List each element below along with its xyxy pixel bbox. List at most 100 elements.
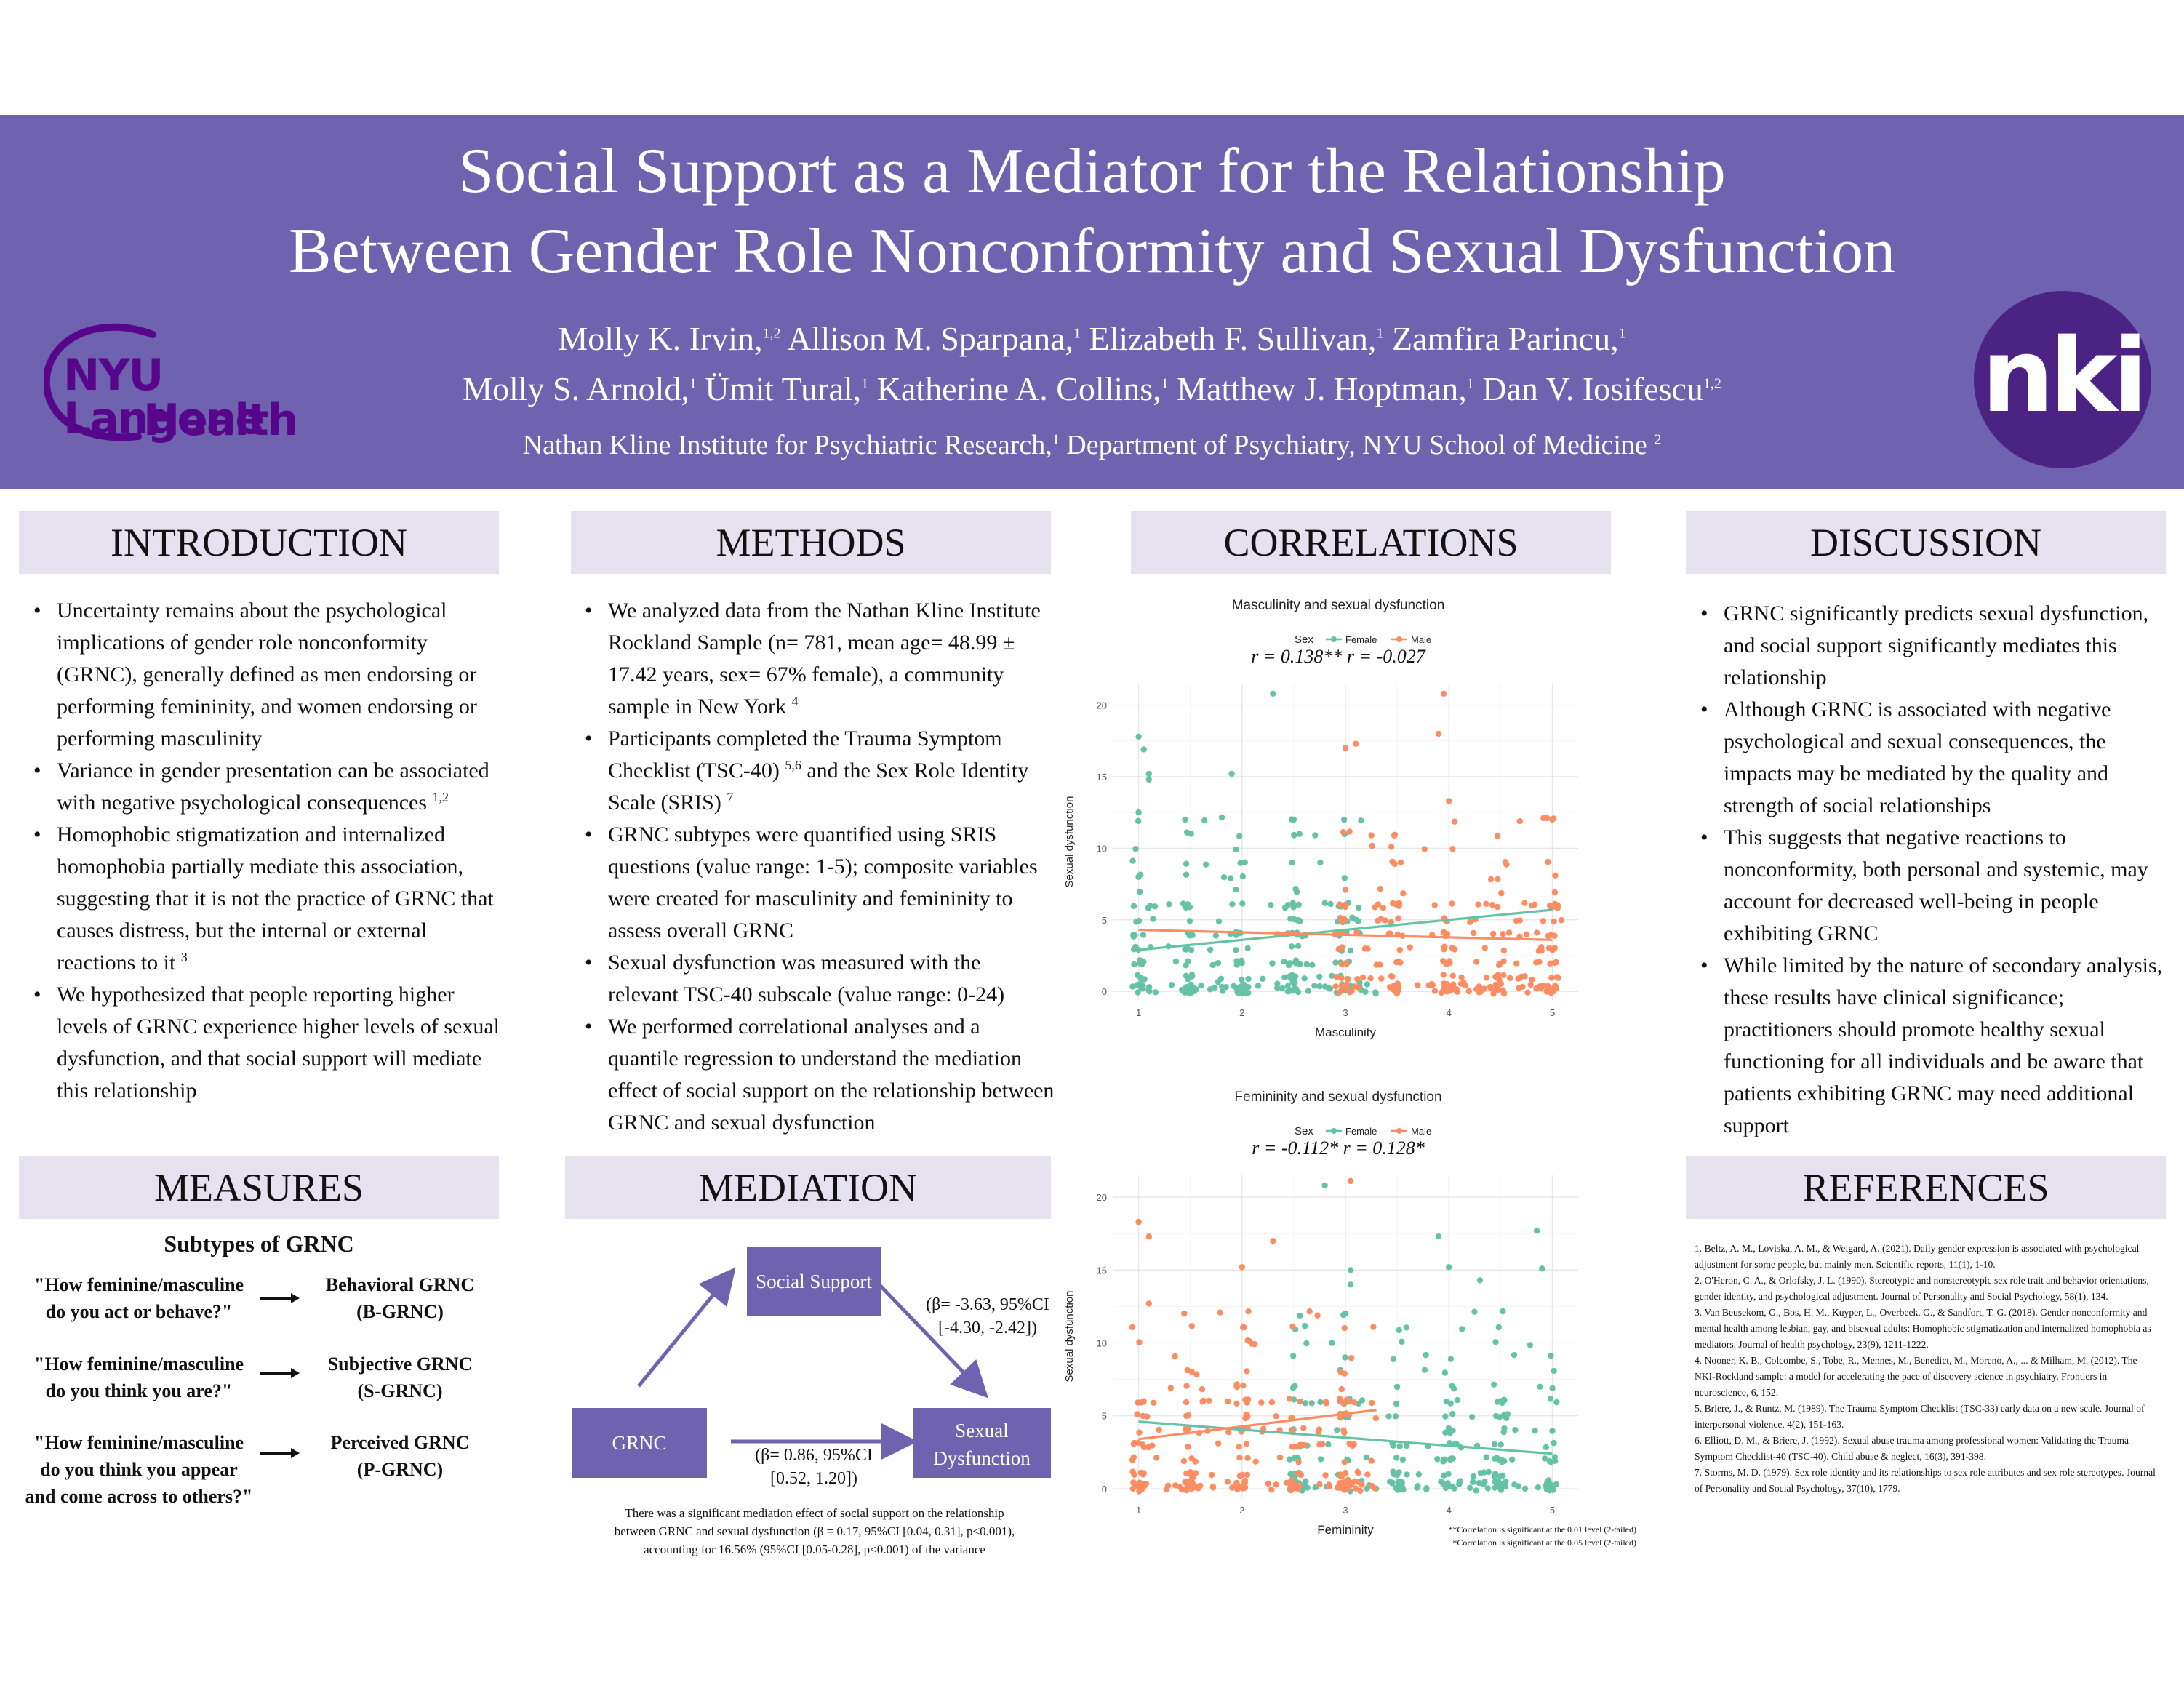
data-point [1164, 1482, 1172, 1489]
data-point [1295, 1459, 1302, 1465]
data-point [1471, 1308, 1478, 1315]
data-point [1467, 919, 1473, 925]
bullet-text: We hypothesized that people reporting hi… [57, 983, 500, 1103]
y-tick-label: 10 [1097, 843, 1107, 854]
data-point [1554, 905, 1561, 911]
data-point [1349, 1442, 1356, 1449]
question-line: and come across to others?" [25, 1486, 253, 1507]
list-item: GRNC subtypes were quantified using SRIS… [582, 819, 1055, 947]
data-point [1132, 1481, 1139, 1488]
data-point [1476, 983, 1482, 990]
author-name: Ümit Tural, [705, 370, 862, 407]
data-point [1229, 1484, 1236, 1491]
data-point [1188, 947, 1195, 953]
legend-label: Male [1411, 1126, 1431, 1137]
legend-title: Sex [1295, 1125, 1313, 1137]
data-point [1470, 1473, 1477, 1480]
path-b-statistic: (β= -3.63, 95%CI [-4.30, -2.42]) [924, 1293, 1052, 1340]
data-point [1268, 902, 1274, 908]
data-point [1388, 844, 1395, 850]
question-line: do you act or behave?" [45, 1301, 233, 1322]
right-arrow-icon [260, 1293, 300, 1303]
legend-swatch-point [1396, 1128, 1402, 1134]
data-point [1500, 1472, 1506, 1479]
data-point [1492, 1484, 1498, 1491]
author-affiliation-mark: 1 [689, 375, 697, 392]
data-point [1359, 1397, 1366, 1404]
list-item: We hypothesized that people reporting hi… [31, 979, 502, 1107]
data-point [1551, 959, 1559, 967]
data-point [1442, 1413, 1449, 1420]
data-point [1239, 976, 1245, 983]
data-point [1513, 960, 1520, 967]
data-point [1292, 973, 1299, 980]
data-point [1551, 1439, 1557, 1447]
measure-question: "How feminine/masculine do you act or be… [19, 1271, 259, 1325]
measure-question: "How feminine/masculine do you think you… [19, 1429, 259, 1510]
data-point [1244, 1455, 1251, 1461]
data-point [1511, 1351, 1518, 1359]
data-point [1458, 974, 1465, 981]
data-point [1140, 932, 1147, 938]
section-header-mediation: MEDIATION [565, 1156, 1051, 1219]
author-name: Matthew J. Hoptman, [1177, 370, 1467, 407]
data-point [1369, 842, 1375, 849]
data-point [1270, 1238, 1276, 1244]
data-point [1391, 988, 1399, 994]
data-point [1130, 903, 1137, 909]
data-point [1338, 961, 1345, 967]
data-point [1135, 917, 1143, 924]
data-point [1357, 1487, 1364, 1495]
data-point [1238, 1472, 1244, 1479]
list-item: Sexual dysfunction was measured with the… [582, 947, 1055, 1011]
data-point [1444, 981, 1450, 988]
data-point [1145, 905, 1152, 911]
y-tick-label: 20 [1097, 700, 1107, 711]
data-point [1385, 1413, 1392, 1420]
femininity-scatter-chart: Femininity and sexual dysfunction Sex Fema… [1063, 1089, 1578, 1537]
affiliation-mark: 2 [1654, 431, 1662, 448]
bullet-text: This suggests that negative reactions to… [1724, 825, 2148, 945]
data-point [1404, 1442, 1410, 1449]
data-point [1217, 975, 1225, 982]
data-point [1496, 976, 1503, 983]
data-point [1338, 982, 1345, 989]
data-point [1553, 985, 1560, 992]
data-point [1495, 876, 1501, 883]
data-point [1240, 1324, 1247, 1331]
data-point [1289, 1323, 1296, 1330]
data-point [1287, 916, 1294, 922]
right-arrow-icon [260, 1448, 300, 1458]
data-point [1446, 1264, 1452, 1271]
data-point [1308, 1400, 1315, 1407]
data-point [1199, 1386, 1206, 1393]
data-point [1446, 798, 1452, 804]
data-point [1181, 1310, 1188, 1317]
data-point [1189, 932, 1196, 939]
data-point [1393, 1383, 1401, 1391]
data-point [1136, 1429, 1143, 1436]
data-point [1481, 945, 1488, 951]
data-point [1325, 1441, 1332, 1448]
data-point [1292, 958, 1300, 964]
legend-label: Female [1345, 634, 1377, 645]
data-point [1329, 1340, 1335, 1346]
data-point [1390, 900, 1396, 907]
data-point [1129, 1324, 1136, 1331]
data-point [1519, 983, 1526, 990]
data-point [1316, 983, 1323, 990]
data-point [1548, 932, 1554, 938]
data-point [1188, 990, 1194, 996]
data-point [1301, 975, 1308, 982]
citation-mark: 1,2 [432, 790, 449, 804]
data-point [1484, 1485, 1491, 1492]
data-point [1392, 1413, 1399, 1420]
data-point [1441, 946, 1447, 953]
path-c-statistic: (β= 0.86, 95%CI [0.52, 1.20]) [736, 1444, 892, 1490]
nyu-swoosh-icon [44, 323, 156, 441]
data-point [1340, 1311, 1347, 1319]
nki-logo-text: nki [1981, 317, 2148, 436]
data-point [1497, 1441, 1504, 1448]
data-point [1345, 1476, 1351, 1483]
data-point [1491, 1441, 1498, 1448]
